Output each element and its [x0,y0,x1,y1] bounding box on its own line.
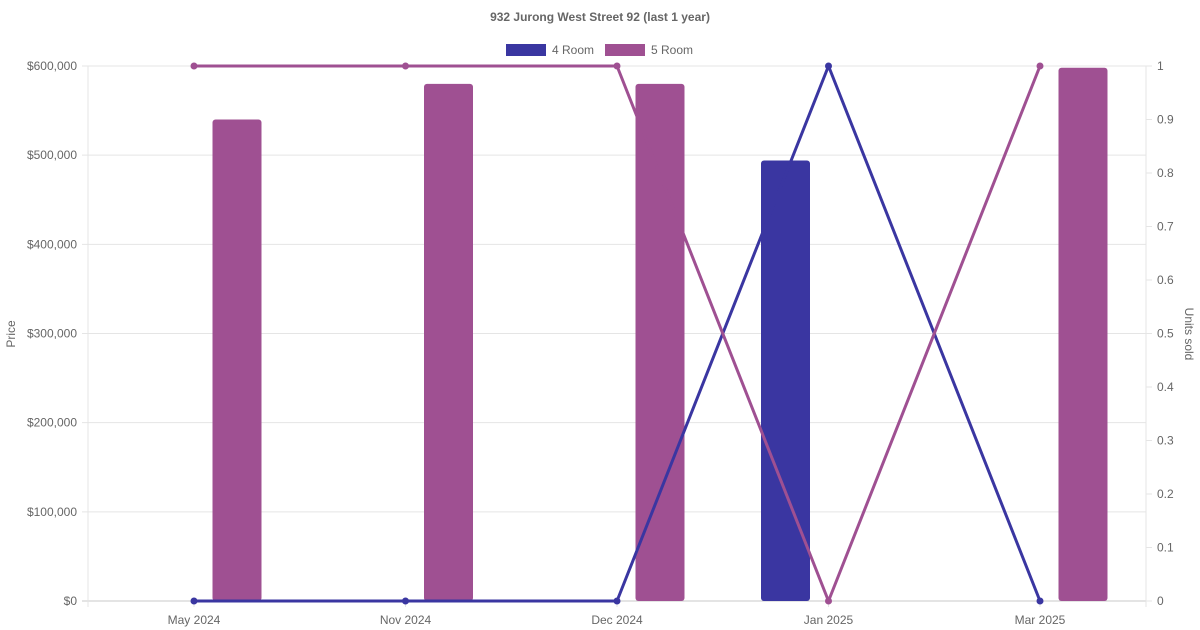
y-left-tick-label: $300,000 [27,327,77,341]
y-right-tick-label: 0.4 [1157,380,1174,394]
legend-item-4-room[interactable]: 4 Room [506,43,594,57]
legend-item-5-room[interactable]: 5 Room [605,43,693,57]
legend-swatch-5-room [605,44,645,56]
y-right-tick-label: 0.2 [1157,487,1174,501]
point-5-room[interactable] [613,62,621,70]
point-5-room[interactable] [402,62,409,70]
y-right-tick-label: 0.3 [1157,434,1174,448]
bar-5-room[interactable] [212,119,262,602]
x-tick-label: May 2024 [168,613,221,627]
y-right-tick-label: 0.8 [1157,166,1174,180]
y-left-tick-label: $400,000 [27,237,77,251]
x-axis: May 2024 Nov 2024 Dec 2024 Jan 2025 Mar 2025 [168,601,1066,627]
y-right-tick-label: 0.6 [1157,273,1174,287]
point-5-room[interactable] [825,597,832,605]
y-left-tick-label: $100,000 [27,505,77,519]
y-left-tick-label: $600,000 [27,59,77,73]
y-axis-right: 0 0.1 0.2 0.3 0.4 0.5 0.6 0.7 0.8 0.9 1 [1146,59,1174,608]
point-4-room[interactable] [190,597,198,605]
point-4-room[interactable] [825,62,832,70]
y-right-tick-label: 0.5 [1157,327,1174,341]
y-right-tick-label: 0.9 [1157,113,1174,127]
y-axis-right-label: Units sold [1182,308,1196,361]
bar-5-room[interactable] [424,83,473,602]
point-4-room[interactable] [402,597,409,605]
point-5-room[interactable] [1036,62,1044,70]
x-tick-label: Mar 2025 [1015,613,1066,627]
legend-label-4-room: 4 Room [552,43,594,57]
bars [212,67,1108,602]
bar-4-room[interactable] [761,160,810,601]
y-left-tick-label: $200,000 [27,416,77,430]
point-5-room[interactable] [190,62,198,70]
bar-5-room[interactable] [1058,67,1108,602]
y-axis-left-label: Price [4,320,18,348]
legend-label-5-room: 5 Room [651,43,693,57]
bar-5-room[interactable] [635,83,685,602]
point-4-room[interactable] [613,597,621,605]
point-4-room[interactable] [1036,597,1044,605]
x-tick-label: Jan 2025 [804,613,854,627]
lines [190,62,1044,605]
y-left-tick-label: $0 [64,594,78,608]
chart-title: 932 Jurong West Street 92 (last 1 year) [490,10,710,24]
x-tick-label: Nov 2024 [380,613,432,627]
y-right-tick-label: 0.7 [1157,220,1174,234]
y-left-tick-label: $500,000 [27,148,77,162]
x-tick-label: Dec 2024 [591,613,643,627]
y-right-tick-label: 0 [1157,594,1164,608]
y-right-tick-label: 0.1 [1157,541,1174,555]
legend-swatch-4-room [506,44,546,56]
legend: 4 Room 5 Room [506,43,693,57]
y-right-tick-label: 1 [1157,59,1164,73]
y-axis-left: $0 $100,000 $200,000 $300,000 $400,000 $500,0… [27,59,77,608]
